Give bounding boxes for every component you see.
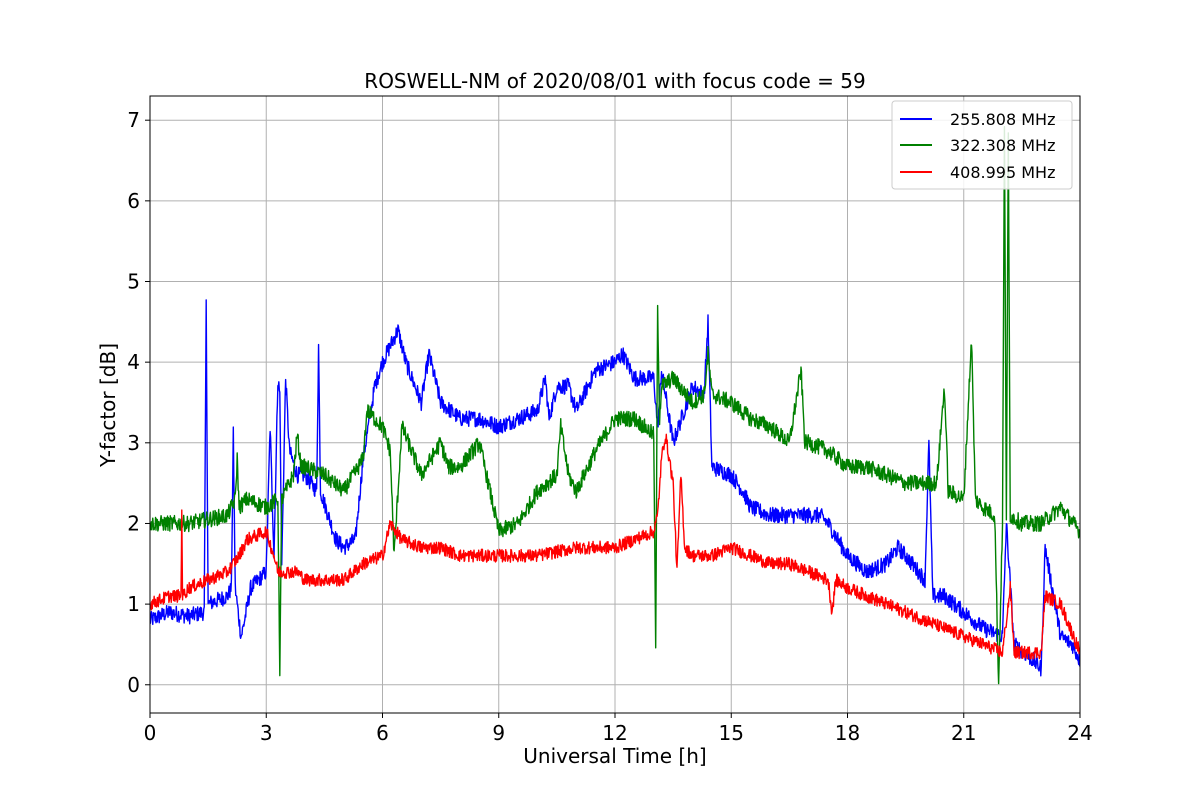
- legend-label-255: 255.808 MHz: [950, 110, 1055, 129]
- x-tick-label: 21: [951, 721, 976, 745]
- x-tick-label: 0: [144, 721, 157, 745]
- legend: 255.808 MHz 322.308 MHz 408.995 MHz: [891, 100, 1073, 190]
- y-tick-label: 1: [127, 592, 140, 616]
- x-tick-label: 3: [260, 721, 273, 745]
- x-tick-label: 18: [835, 721, 860, 745]
- y-tick-label: 7: [127, 108, 140, 132]
- series-line-1: [150, 299, 1080, 677]
- y-tick-label: 3: [127, 431, 140, 455]
- y-tick-label: 5: [127, 270, 140, 294]
- series-line-2: [150, 126, 1080, 685]
- legend-label-322: 322.308 MHz: [950, 136, 1055, 155]
- y-tick-label: 2: [127, 511, 140, 535]
- y-tick-label: 4: [127, 350, 140, 374]
- y-tick-label: 6: [127, 189, 140, 213]
- y-axis: 0 1 2 3 4 5 6 7: [127, 108, 150, 697]
- legend-label-408: 408.995 MHz: [950, 163, 1055, 182]
- chart-title: ROSWELL-NM of 2020/08/01 with focus code…: [364, 69, 865, 93]
- x-tick-label: 9: [492, 721, 505, 745]
- y-tick-label: 0: [127, 673, 140, 697]
- y-axis-title: Y-factor [dB]: [96, 343, 120, 468]
- series-line-3: [150, 433, 1080, 660]
- x-tick-label: 24: [1067, 721, 1092, 745]
- x-tick-label: 15: [719, 721, 744, 745]
- x-tick-label: 12: [602, 721, 627, 745]
- x-axis: 0 3 6 9 12 15 18 21 24: [144, 713, 1093, 745]
- x-axis-title: Universal Time [h]: [523, 744, 706, 768]
- legend-box: [891, 100, 1073, 190]
- x-tick-label: 6: [376, 721, 389, 745]
- series-layer: [150, 126, 1080, 685]
